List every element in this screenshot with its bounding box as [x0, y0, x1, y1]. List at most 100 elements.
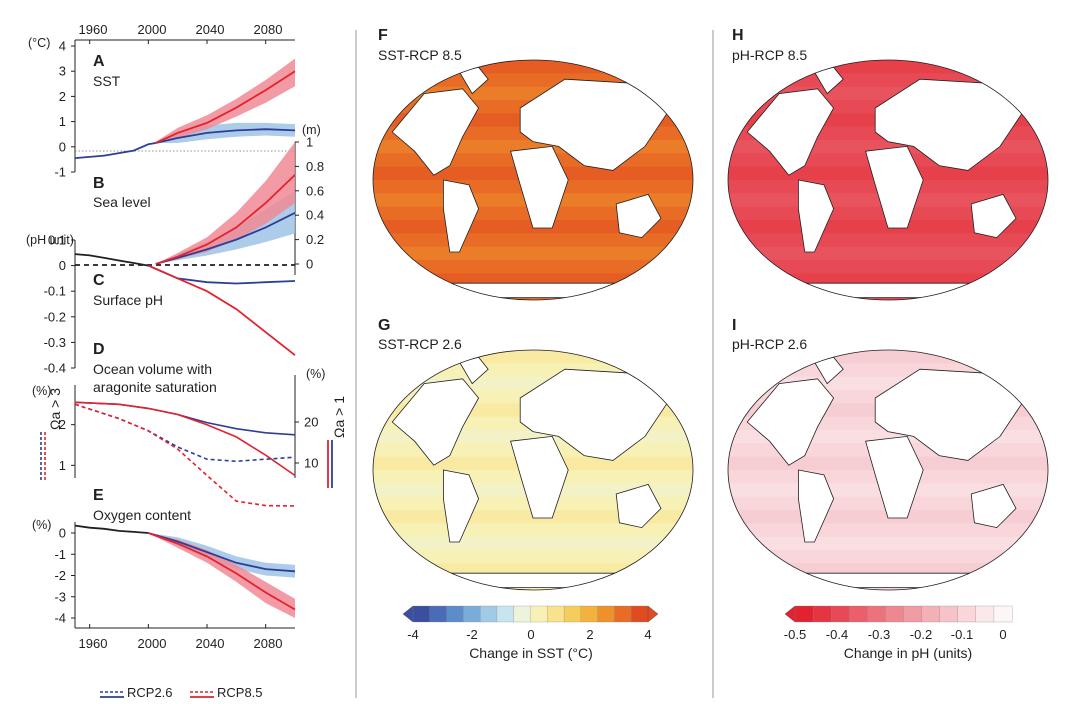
x-tick-bottom-2080: 2080 [254, 636, 283, 651]
colorbar-swatch [463, 605, 481, 623]
land-mass [874, 368, 1023, 461]
series-layer [74, 58, 296, 618]
series-line [148, 532, 296, 573]
unit-ph: (pH unit) [26, 233, 74, 247]
ocean-band [373, 350, 693, 364]
series-line [74, 401, 296, 436]
unit-aragonite-left: (%) [32, 384, 51, 398]
map-h [728, 60, 1048, 300]
colorbar-swatch [446, 605, 464, 623]
colorbar-swatch [513, 605, 531, 623]
land-mass [429, 282, 637, 298]
unit-oxygen: (%) [32, 518, 51, 532]
x-tick-top-2040: 2040 [196, 22, 225, 37]
sst-colorbar-swatches [402, 605, 659, 623]
sst-colorbar-tick-3: 2 [586, 627, 593, 642]
y-tick-label: 20 [304, 415, 318, 430]
series-line [74, 403, 296, 507]
sst-colorbar-tick-0: -4 [407, 627, 419, 642]
ph-colorbar: Change in pH (units) -0.5 -0.4 -0.3 -0.2… [784, 627, 1007, 661]
land-mass [746, 378, 835, 466]
land-mass [865, 145, 924, 229]
ocean-band [373, 536, 693, 550]
land-mass [510, 435, 569, 519]
panel-letter-h: H [732, 27, 744, 44]
colorbar-swatch [903, 605, 923, 623]
y-tick-label: 0.6 [306, 183, 324, 198]
y-tick-label: -0.4 [44, 361, 66, 376]
y-tick-label: 0.4 [306, 208, 324, 223]
uncertainty-band [155, 142, 295, 264]
colorbar-swatch [939, 605, 959, 623]
colorbar-swatch [831, 605, 850, 623]
land-mass [970, 483, 1017, 529]
y-tick-label: 3 [59, 64, 66, 79]
y-tick-label: 10 [304, 456, 318, 471]
y-tick-label: -1 [54, 165, 66, 180]
colorbar-swatch [993, 605, 1013, 623]
land-mass [443, 179, 480, 253]
x-tick-top-1960: 1960 [79, 22, 108, 37]
legend-rcp85-label: RCP8.5 [217, 685, 263, 700]
map-title-g: SST-RCP 2.6 [378, 336, 462, 352]
y-tick-label: -4 [54, 611, 66, 626]
land-mass [798, 179, 835, 253]
ocean-band [728, 536, 1048, 550]
ph-colorbar-tick-1: -0.4 [826, 627, 848, 642]
omega-left-label: Ωa > 3 [47, 388, 63, 430]
panel-letter-b: B [93, 175, 105, 192]
panel-letter-g: G [378, 317, 390, 334]
panel-title-d-line1: Ocean volume with [93, 361, 212, 377]
uncertainty-band [148, 533, 295, 618]
colorbar-swatch [580, 605, 599, 623]
omega-left-key: Ωa > 3 [40, 388, 63, 482]
map-border [372, 59, 694, 301]
map-layer [372, 59, 1049, 591]
sst-colorbar: Change in SST (°C) -4 -2 0 2 4 [407, 627, 651, 661]
ph-colorbar-tick-5: 0 [999, 627, 1006, 642]
land-mass [784, 282, 992, 298]
land-mass [429, 572, 637, 588]
panel-title-a: SST [93, 73, 121, 89]
ph-colorbar-label: Change in pH (units) [844, 645, 972, 661]
panel-title-d-line2: aragonite saturation [93, 379, 217, 395]
land-mass [519, 368, 668, 461]
time-series-panel: 1960 2000 2040 2080 1960 2000 2040 2080 … [26, 22, 347, 700]
y-tick-label: 0.8 [306, 159, 324, 174]
y-tick-label: -0.3 [44, 335, 66, 350]
map-f [373, 60, 693, 300]
land-mass [615, 483, 662, 529]
colorbar-swatch [885, 605, 904, 623]
ocean-band [373, 246, 693, 260]
land-mass [391, 378, 480, 466]
ph-colorbar-tick-3: -0.2 [910, 627, 932, 642]
x-tick-bottom-2040: 2040 [196, 636, 225, 651]
colorbar-swatch [867, 605, 886, 623]
x-tick-top-2080: 2080 [254, 22, 283, 37]
panel-letter-f: F [378, 27, 388, 44]
y-tick-label: 0 [59, 258, 66, 273]
colorbar-swatch [429, 605, 448, 623]
legend-rcp26-label: RCP2.6 [127, 685, 173, 700]
uncertainty-band [155, 122, 295, 143]
unit-aragonite-right: (%) [306, 367, 325, 381]
colorbar-swatch [812, 605, 832, 623]
panel-letter-d: D [93, 341, 105, 358]
map-title-f: SST-RCP 8.5 [378, 47, 462, 63]
y-tick-label: 1 [59, 458, 66, 473]
map-title-h: pH-RCP 8.5 [732, 47, 807, 63]
y-ticks: -1 0 1 2 3 4 0.1 0 -0.1 -0.2 -0.3 -0.4 0 -1 -2 -3 -4 0 0.2… [44, 39, 324, 628]
colorbar-swatch [921, 605, 941, 623]
ph-colorbar-tick-0: -0.5 [784, 627, 806, 642]
y-tick-label: 1 [59, 114, 66, 129]
map-title-i: pH-RCP 2.6 [732, 336, 807, 352]
omega-right-key: Ωa > 1 [327, 396, 347, 488]
maps: F SST-RCP 8.5 G SST-RCP 2.6 H pH-RCP 8.5… [372, 27, 1049, 623]
series-line [155, 128, 296, 144]
legend: RCP2.6 RCP8.5 [100, 685, 263, 700]
colorbar-swatch [631, 605, 649, 623]
historical-line [74, 253, 149, 267]
land-mass [798, 469, 835, 543]
colorbar-swatch [547, 605, 565, 623]
